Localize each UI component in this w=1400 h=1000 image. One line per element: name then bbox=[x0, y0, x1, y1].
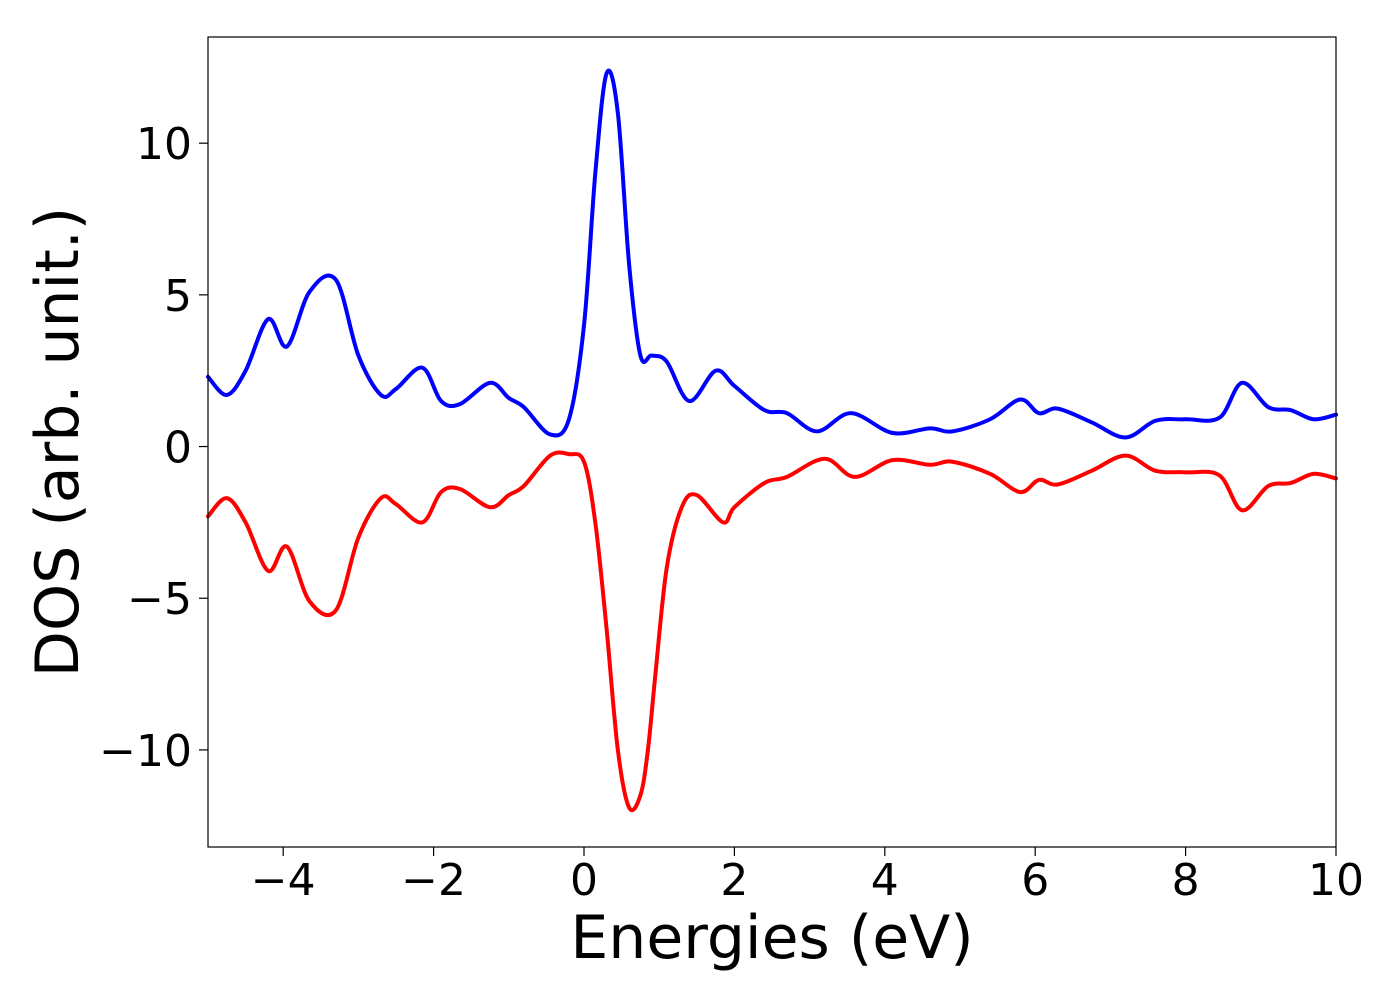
y-axis-label: DOS (arb. unit.) bbox=[23, 207, 93, 677]
x-tick-label: 4 bbox=[871, 855, 899, 906]
x-axis-ticks: −4 −2 0 2 4 6 8 10 bbox=[251, 847, 1364, 906]
x-tick-label: −2 bbox=[401, 855, 466, 906]
y-tick-label: −5 bbox=[127, 574, 192, 625]
y-tick-label: 10 bbox=[136, 119, 192, 170]
x-tick-label: 0 bbox=[570, 855, 598, 906]
y-tick-label: −10 bbox=[99, 726, 192, 777]
x-tick-label: 8 bbox=[1172, 855, 1200, 906]
series-line-2 bbox=[206, 450, 1338, 813]
plot-frame bbox=[207, 36, 1337, 848]
y-axis-ticks: −10 −5 0 5 10 bbox=[99, 119, 208, 777]
x-tick-label: 10 bbox=[1308, 855, 1364, 906]
y-tick-label: 5 bbox=[164, 271, 192, 322]
y-tick-label: 0 bbox=[164, 423, 192, 474]
plot-lines bbox=[206, 68, 1338, 813]
x-axis-label: Energies (eV) bbox=[570, 903, 973, 973]
x-tick-label: 2 bbox=[720, 855, 748, 906]
series-line-1 bbox=[206, 68, 1338, 440]
x-tick-label: −4 bbox=[251, 855, 316, 906]
x-tick-label: 6 bbox=[1021, 855, 1049, 906]
